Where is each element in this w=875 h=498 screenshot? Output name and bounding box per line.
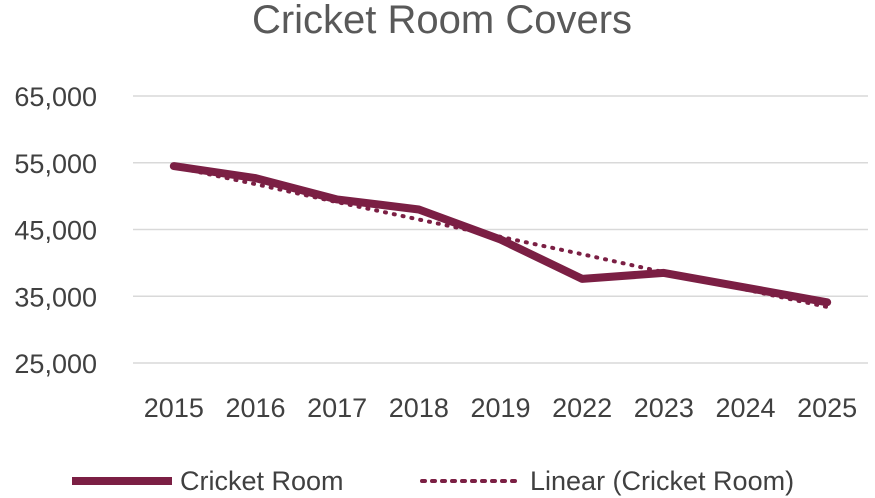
x-tick-label: 2022 (552, 393, 612, 423)
y-tick-label: 55,000 (14, 149, 97, 179)
legend: Cricket Room Linear (Cricket Room) (72, 466, 794, 496)
x-tick-label: 2018 (389, 393, 449, 423)
x-tick-label: 2019 (470, 393, 530, 423)
x-tick-label: 2024 (715, 393, 775, 423)
gridlines (133, 95, 868, 364)
y-axis-ticks: 25,000 35,000 45,000 55,000 65,000 (14, 82, 97, 379)
series-lines (169, 162, 832, 309)
x-tick-label: 2016 (225, 393, 285, 423)
legend-label-linear-trend: Linear (Cricket Room) (530, 466, 794, 496)
y-tick-label: 65,000 (14, 82, 97, 112)
x-tick-label: 2017 (307, 393, 367, 423)
x-tick-label: 2023 (634, 393, 694, 423)
x-tick-label: 2025 (797, 393, 857, 423)
series-cricket-room (169, 162, 832, 307)
x-axis-ticks: 2015 2016 2017 2018 2019 2022 2023 2024 2025 (144, 393, 857, 423)
y-tick-label: 25,000 (14, 349, 97, 379)
y-tick-label: 35,000 (14, 282, 97, 312)
x-tick-label: 2015 (144, 393, 204, 423)
y-tick-label: 45,000 (14, 216, 97, 246)
legend-label-cricket-room: Cricket Room (180, 466, 344, 496)
chart-title: Cricket Room Covers (252, 0, 632, 42)
